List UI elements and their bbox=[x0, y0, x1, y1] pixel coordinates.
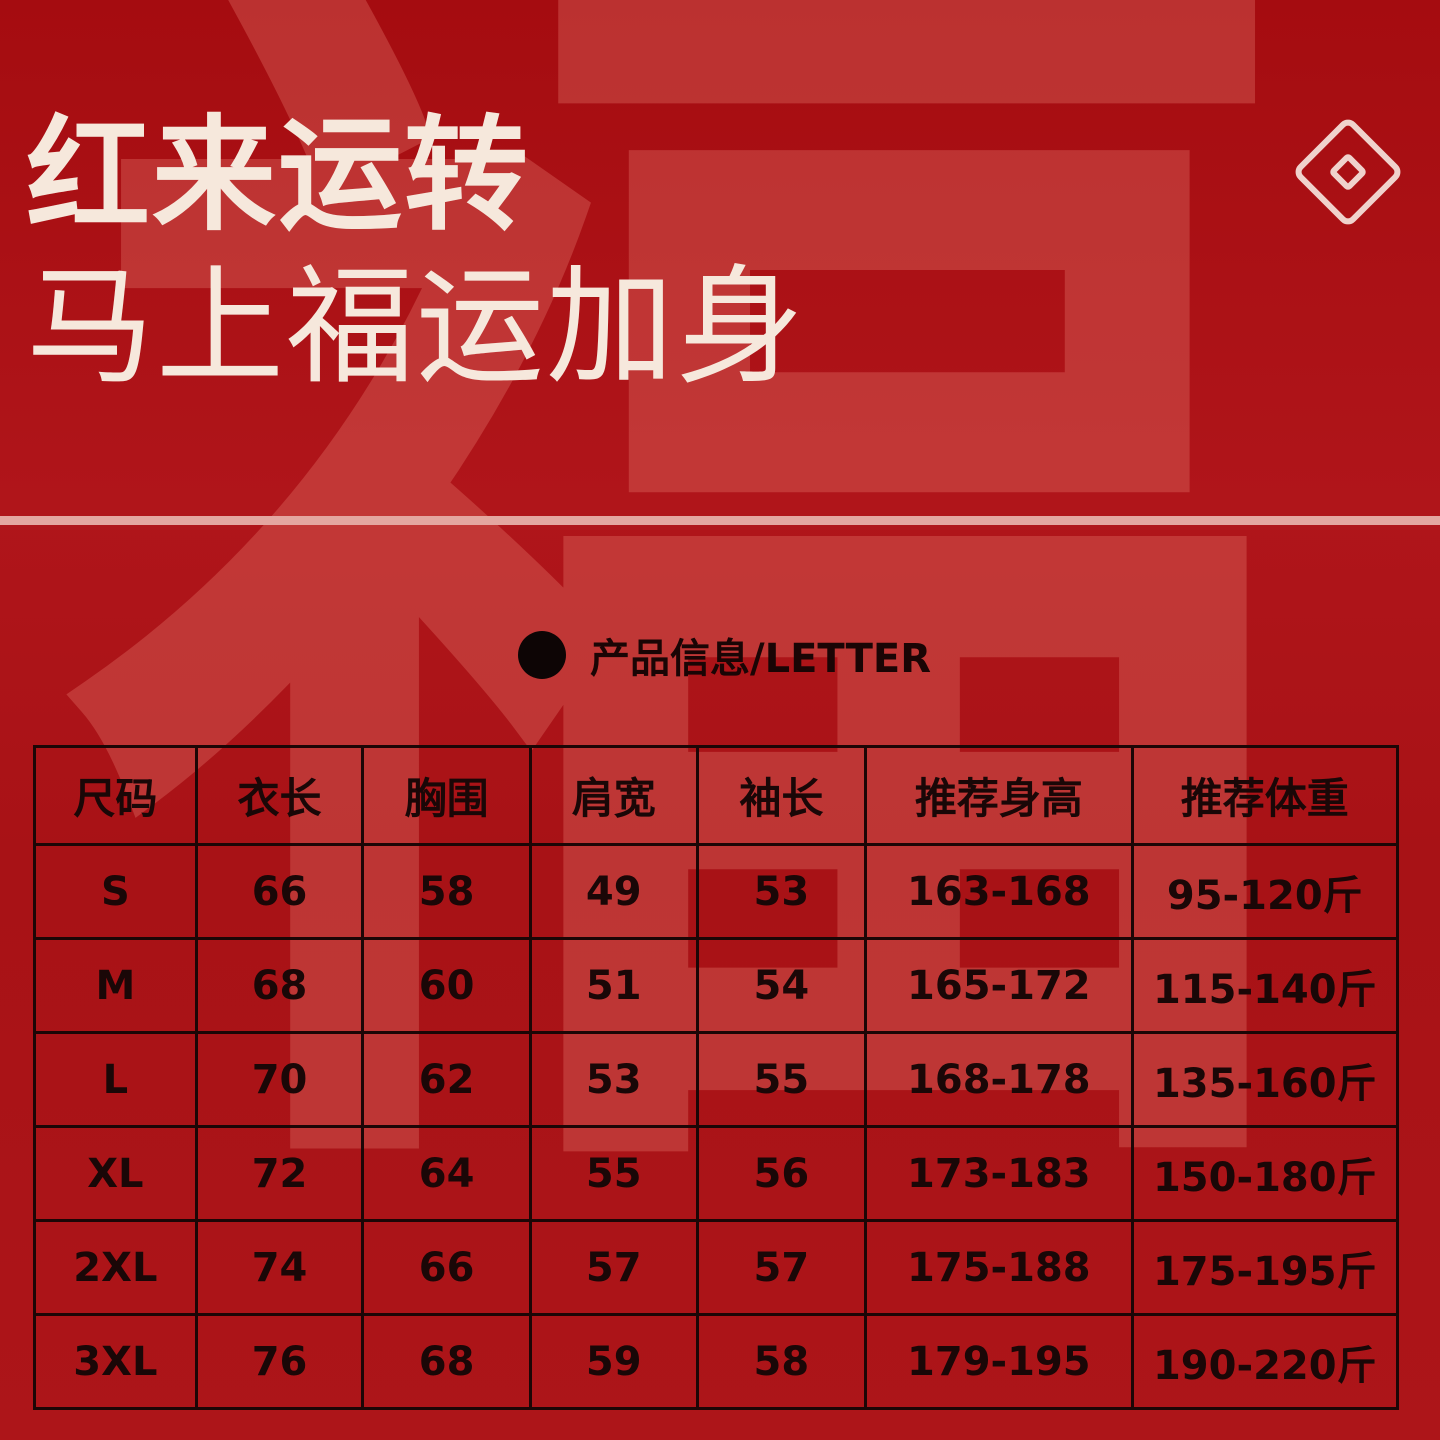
table-cell: 74 bbox=[194, 1219, 365, 1316]
table-cell: 135-160斤 bbox=[1130, 1031, 1400, 1129]
table-cell: 55 bbox=[695, 1031, 868, 1129]
diamond-icon bbox=[1291, 115, 1405, 229]
table-row: S 66 58 49 53 163-168 95-120斤 bbox=[33, 843, 1400, 941]
table-cell: 165-172 bbox=[864, 937, 1134, 1035]
title-line-2: 马上福运加身 bbox=[26, 253, 807, 402]
table-cell: 62 bbox=[361, 1031, 532, 1129]
table-cell: L bbox=[33, 1031, 198, 1129]
table-cell: 58 bbox=[361, 843, 532, 941]
table-cell: 55 bbox=[528, 1125, 699, 1223]
table-cell: 173-183 bbox=[864, 1125, 1134, 1223]
table-cell: 胸围 bbox=[361, 744, 532, 847]
table-cell: 推荐体重 bbox=[1130, 744, 1400, 847]
table-cell: 衣长 bbox=[194, 744, 365, 847]
table-header-row: 尺码 衣长 胸围 肩宽 袖长 推荐身高 推荐体重 bbox=[33, 744, 1400, 847]
table-cell: 肩宽 bbox=[528, 744, 699, 847]
table-cell: 72 bbox=[194, 1125, 365, 1223]
table-cell: 49 bbox=[528, 843, 699, 941]
table-cell: 66 bbox=[361, 1219, 532, 1316]
table-cell: 175-195斤 bbox=[1130, 1219, 1400, 1316]
table-cell: 163-168 bbox=[864, 843, 1134, 941]
table-cell: 57 bbox=[695, 1219, 868, 1316]
table-row: XL 72 64 55 56 173-183 150-180斤 bbox=[33, 1125, 1400, 1223]
table-cell: 168-178 bbox=[864, 1031, 1134, 1129]
table-cell: 56 bbox=[695, 1125, 868, 1223]
table-cell: 袖长 bbox=[695, 744, 868, 847]
table-cell: M bbox=[33, 937, 198, 1035]
table-cell: 53 bbox=[695, 843, 868, 941]
table-cell: 150-180斤 bbox=[1130, 1125, 1400, 1223]
table-cell: 58 bbox=[695, 1313, 868, 1410]
table-cell: 68 bbox=[361, 1313, 532, 1410]
table-row: L 70 62 53 55 168-178 135-160斤 bbox=[33, 1031, 1400, 1129]
section-header: 产品信息/LETTER bbox=[518, 626, 931, 684]
table-cell: 175-188 bbox=[864, 1219, 1134, 1316]
table-row: M 68 60 51 54 165-172 115-140斤 bbox=[33, 937, 1400, 1035]
table-cell: 179-195 bbox=[864, 1313, 1134, 1410]
table-cell: 53 bbox=[528, 1031, 699, 1129]
table-cell: 尺码 bbox=[33, 744, 198, 847]
section-heading: 产品信息/LETTER bbox=[590, 636, 932, 682]
table-cell: 66 bbox=[194, 843, 365, 941]
table-cell: 68 bbox=[194, 937, 365, 1035]
title-line-1: 红来运转 bbox=[26, 104, 531, 248]
table-cell: 2XL bbox=[33, 1219, 198, 1316]
table-cell: 推荐身高 bbox=[864, 744, 1134, 847]
table-row: 2XL 74 66 57 57 175-188 175-195斤 bbox=[33, 1219, 1400, 1316]
table-row: 3XL 76 68 59 58 179-195 190-220斤 bbox=[33, 1313, 1400, 1410]
table-cell: 54 bbox=[695, 937, 868, 1035]
table-cell: 190-220斤 bbox=[1130, 1313, 1400, 1410]
table-cell: 64 bbox=[361, 1125, 532, 1223]
table-cell: 115-140斤 bbox=[1130, 937, 1400, 1035]
table-cell: 70 bbox=[194, 1031, 365, 1129]
table-cell: 59 bbox=[528, 1313, 699, 1410]
table-cell: 51 bbox=[528, 937, 699, 1035]
table-cell: 60 bbox=[361, 937, 532, 1035]
table-cell: 3XL bbox=[33, 1313, 198, 1410]
bullet-dot-icon bbox=[518, 631, 566, 679]
table-cell: S bbox=[33, 843, 198, 941]
table-cell: 76 bbox=[194, 1313, 365, 1410]
table-cell: 95-120斤 bbox=[1130, 843, 1400, 941]
divider bbox=[0, 516, 1440, 525]
table-cell: 57 bbox=[528, 1219, 699, 1316]
size-table: 尺码 衣长 胸围 肩宽 袖长 推荐身高 推荐体重 S 66 58 49 53 163-168 95-120… bbox=[33, 744, 1400, 1410]
table-cell: XL bbox=[33, 1125, 198, 1223]
